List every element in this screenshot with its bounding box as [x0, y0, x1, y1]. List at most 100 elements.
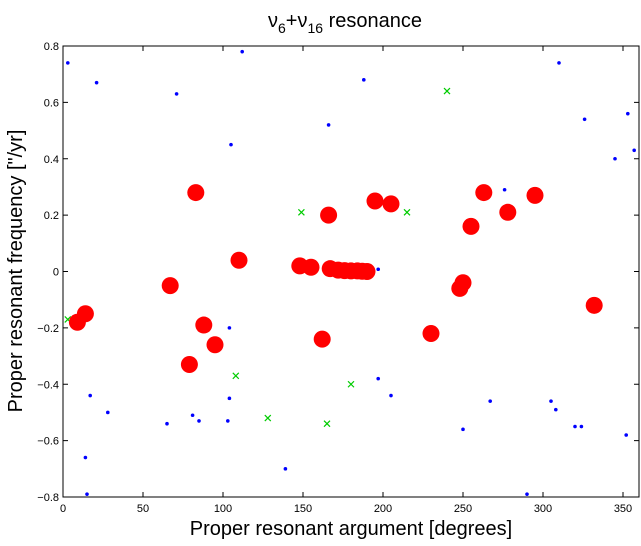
green-x-point	[347, 380, 355, 388]
x-stroke	[264, 414, 272, 422]
x-stroke	[323, 420, 331, 428]
blue-dot-point	[502, 187, 507, 192]
data-marks	[64, 49, 636, 496]
red-circle-point	[526, 186, 544, 204]
blue-dot-point	[283, 467, 288, 471]
blue-dot-point	[554, 407, 558, 412]
green-x-point	[232, 372, 240, 380]
title-symbol-1: ν	[268, 10, 278, 32]
x-tick-label: 350	[614, 503, 632, 515]
blue-dot-point	[240, 49, 244, 54]
x-tick-label: 50	[137, 503, 149, 515]
red-circle-point	[161, 277, 179, 295]
blue-dot-point	[461, 427, 465, 432]
red-circle-point	[230, 251, 248, 269]
title-rest: resonance	[323, 10, 422, 32]
blue-dot-point	[94, 80, 99, 85]
y-tick-labels: −0.8 −0.6 −0.4 −0.2 0 0.2 0.4 0.6 0.8	[37, 41, 59, 504]
blue-dot-point	[174, 92, 179, 96]
green-x-point	[264, 414, 272, 422]
x-stroke	[347, 380, 355, 388]
title-symbol-2: ν	[297, 10, 307, 32]
blue-dot-point	[362, 78, 366, 82]
green-x-point	[297, 208, 305, 216]
red-circle-point	[320, 206, 338, 224]
blue-dot-point	[229, 142, 233, 147]
x-tick-label: 200	[374, 503, 392, 515]
blue-dot-point	[83, 455, 88, 460]
blue-dot-point	[85, 492, 89, 496]
blue-dot-point	[326, 123, 331, 127]
y-tick-label: 0	[53, 267, 59, 279]
blue-dot-point	[66, 61, 70, 65]
blue-dot-point	[376, 376, 381, 381]
chart-title: ν6+ν16 resonance	[268, 10, 422, 36]
y-tick-label: −0.4	[37, 379, 59, 391]
green-x-point	[403, 208, 411, 216]
red-circle-point	[187, 184, 205, 202]
y-tick-label: −0.8	[37, 492, 59, 504]
red-circle-point	[313, 330, 331, 348]
red-circle-point	[206, 336, 224, 354]
x-stroke	[403, 208, 411, 216]
axis-ticks	[62, 45, 639, 498]
x-stroke	[232, 372, 240, 380]
x-stroke	[64, 315, 72, 323]
x-tick-label: 250	[454, 503, 472, 515]
red-circle-point	[475, 184, 493, 202]
red-circle-point	[180, 356, 198, 374]
red-circle-point	[366, 192, 384, 210]
red-circle-point	[195, 316, 213, 334]
blue-dot-point	[106, 410, 110, 415]
title-subscript-2: 16	[307, 20, 323, 36]
blue-dot-point	[582, 117, 587, 122]
red-circle-point	[451, 279, 469, 297]
green-x-point	[443, 87, 451, 95]
x-stroke	[297, 208, 305, 216]
y-tick-label: −0.2	[37, 323, 59, 335]
blue-dot-point	[227, 396, 232, 401]
red-circle-point	[422, 325, 440, 343]
blue-dot-point	[226, 419, 230, 423]
blue-dot-point	[376, 267, 381, 272]
blue-dot-point	[525, 492, 529, 496]
blue-dot-point	[549, 399, 553, 403]
blue-dot-point	[227, 326, 232, 330]
x-stroke	[443, 87, 451, 95]
y-tick-label: 0.4	[44, 154, 59, 166]
blue-dot-point	[190, 413, 195, 418]
x-tick-label: 150	[294, 503, 312, 515]
y-tick-label: −0.6	[37, 436, 59, 448]
y-axis-label: Proper resonant frequency ["/yr]	[5, 130, 27, 413]
red-circle-point	[302, 258, 320, 276]
x-axis-label: Proper resonant argument [degrees]	[190, 518, 512, 540]
blue-dot-point	[389, 393, 393, 398]
y-tick-label: 0.8	[44, 41, 59, 53]
x-tick-label: 100	[214, 503, 232, 515]
blue-dot-point	[626, 111, 630, 116]
red-circle-point	[76, 305, 94, 323]
y-tick-label: 0.2	[44, 210, 59, 222]
blue-dot-point	[624, 433, 628, 437]
blue-dot-point	[488, 399, 493, 403]
blue-dot-point	[165, 421, 169, 426]
green-x-point	[323, 420, 331, 428]
red-circle-point	[358, 263, 376, 280]
title-plus: +	[286, 10, 298, 32]
red-circle-point	[585, 296, 603, 314]
blue-dot-point	[197, 419, 201, 423]
red-circle-point	[382, 195, 400, 213]
blue-dot-point	[579, 424, 584, 429]
blue-dot-point	[557, 61, 561, 65]
title-subscript-1: 6	[278, 20, 286, 36]
x-tick-label: 0	[60, 503, 66, 515]
x-tick-label: 300	[534, 503, 552, 515]
x-tick-labels: 0 50 100 150 200 250 300 350	[60, 503, 632, 515]
y-tick-label: 0.6	[44, 97, 59, 109]
blue-dot-point	[613, 156, 617, 161]
blue-dot-point	[632, 148, 636, 153]
red-circle-point	[499, 203, 517, 221]
blue-dot-point	[88, 393, 92, 398]
blue-dot-point	[573, 424, 577, 429]
